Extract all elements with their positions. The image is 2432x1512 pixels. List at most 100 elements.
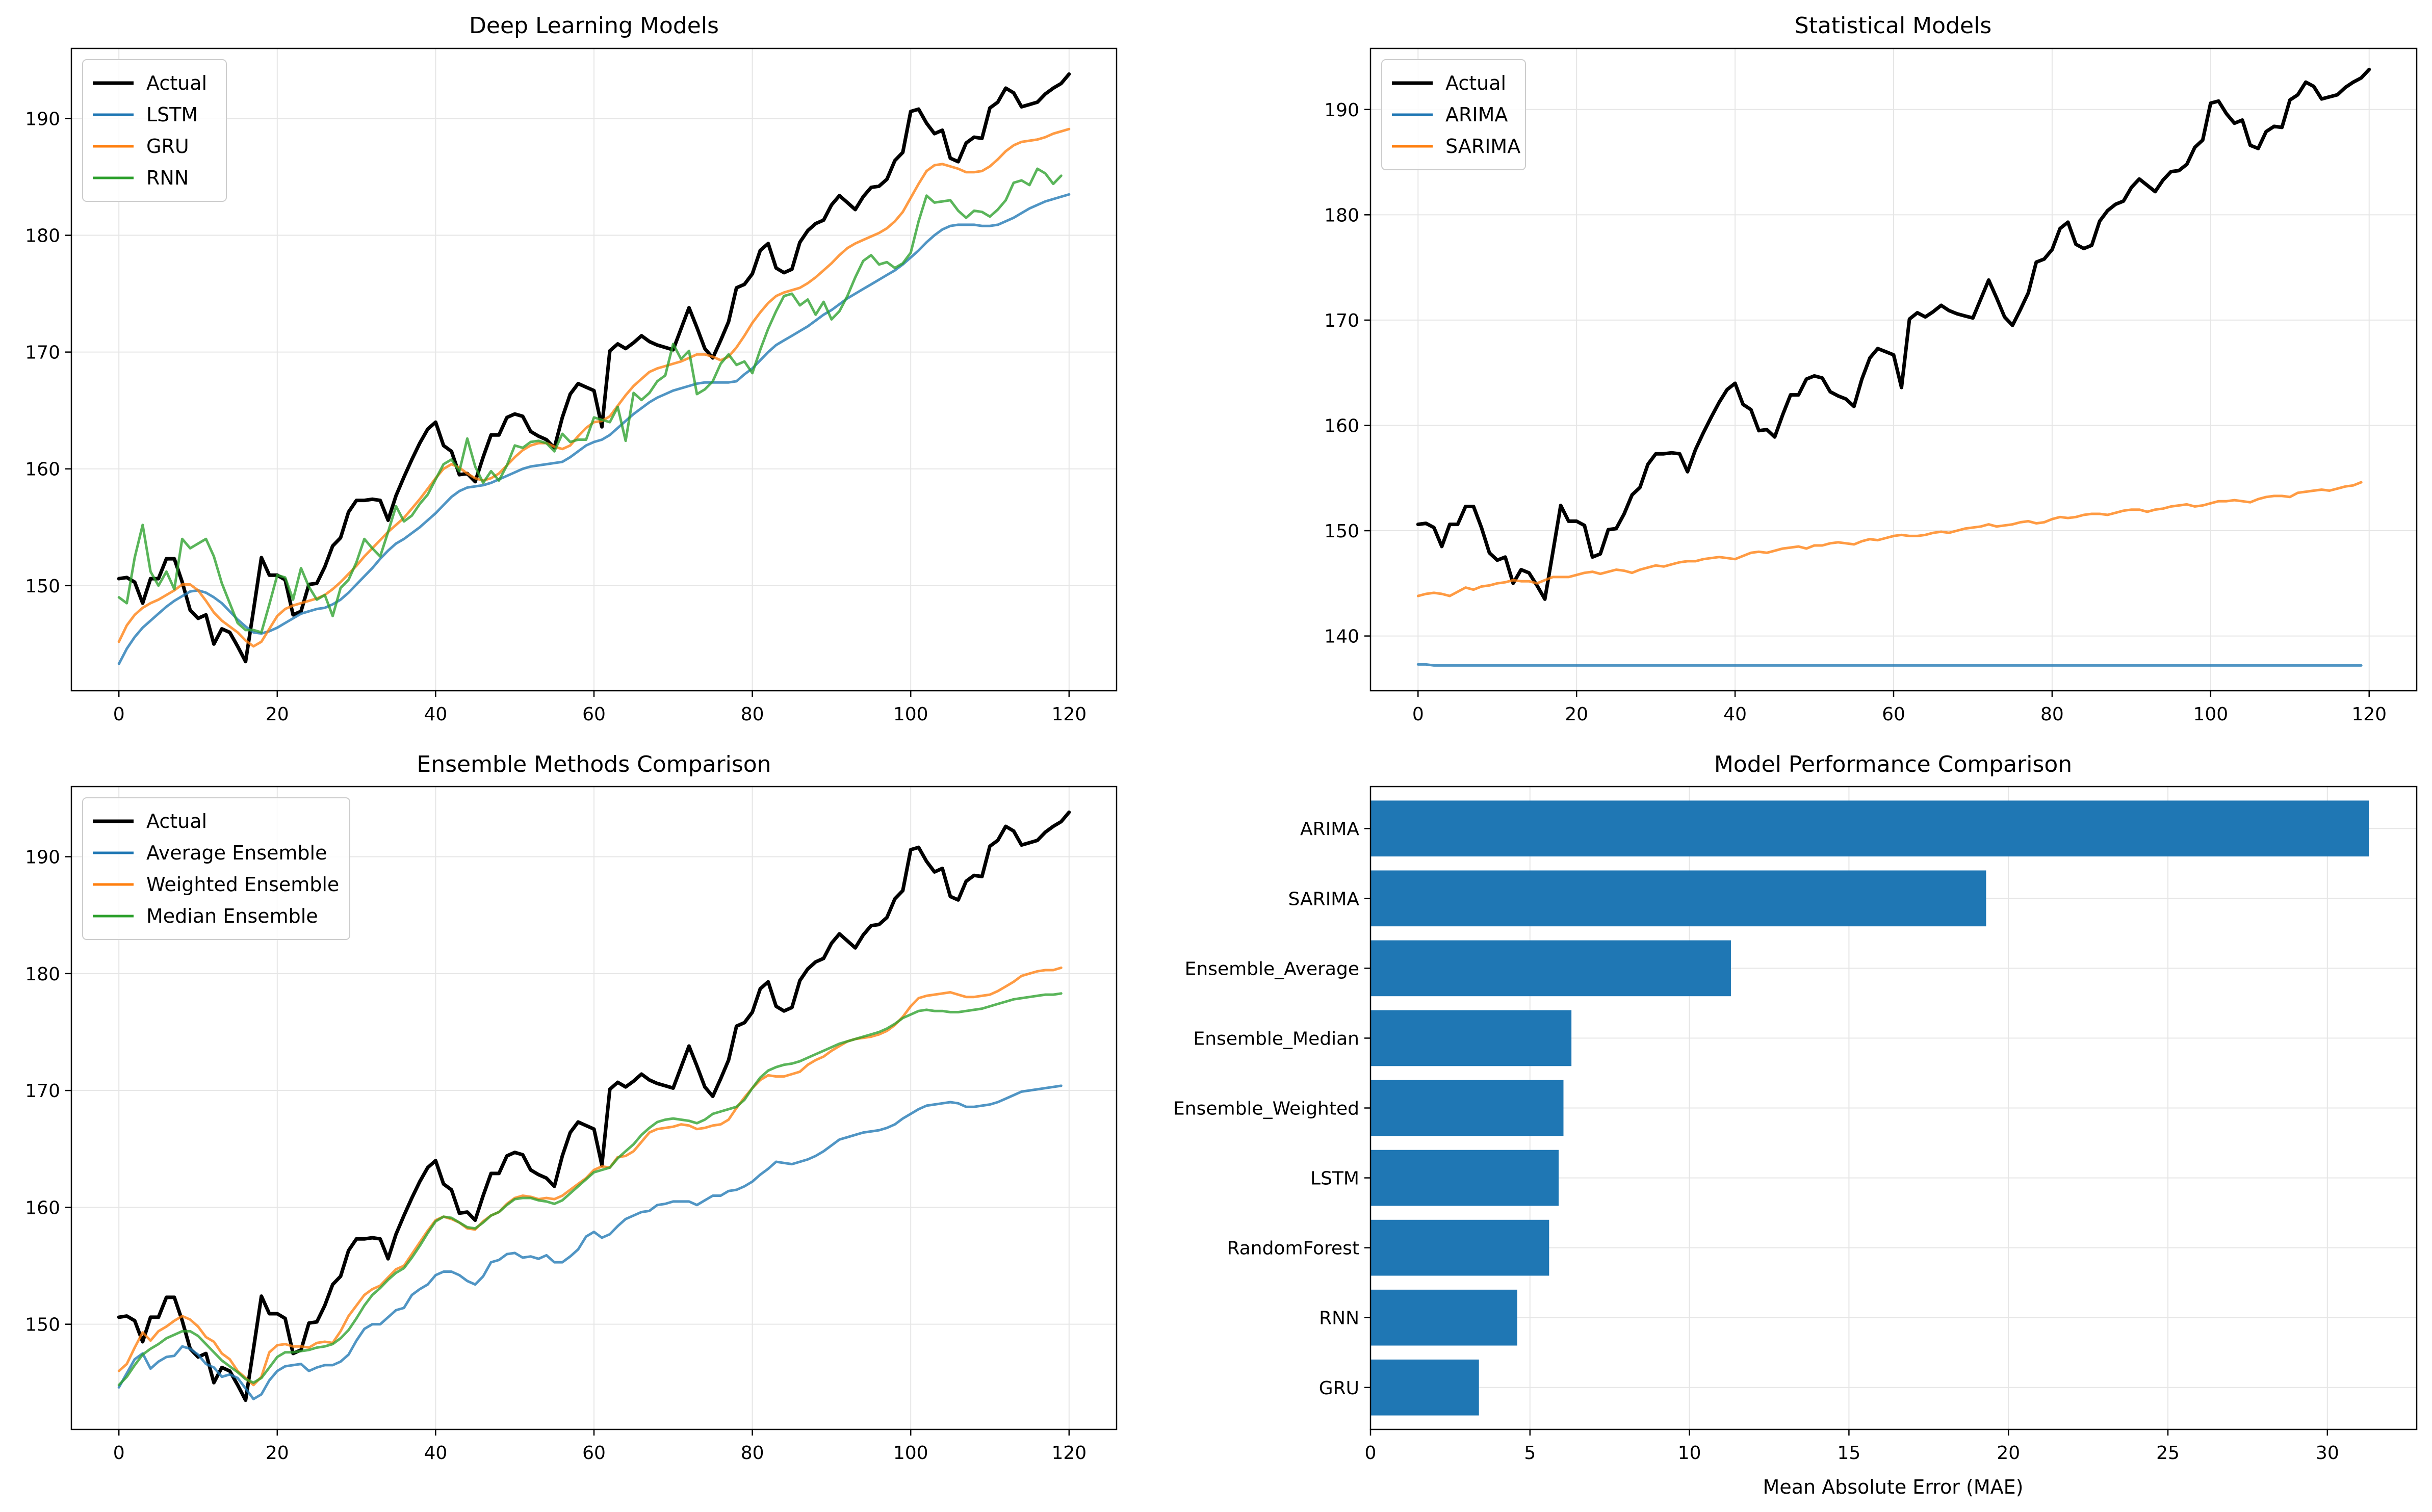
legend-label: Actual bbox=[146, 810, 207, 832]
x-tick-label: 60 bbox=[582, 704, 606, 725]
x-tick-label: 120 bbox=[2351, 704, 2387, 725]
category-label: RandomForest bbox=[1227, 1238, 1359, 1259]
legend-label: Actual bbox=[146, 72, 207, 94]
x-tick-label: 0 bbox=[1412, 704, 1424, 725]
x-tick-label: 20 bbox=[1997, 1443, 2020, 1464]
y-tick-label: 160 bbox=[1324, 415, 1359, 436]
x-tick-label: 80 bbox=[2040, 704, 2064, 725]
legend-label: Actual bbox=[1445, 72, 1506, 94]
x-tick-label: 40 bbox=[424, 1443, 447, 1464]
deep-learning-plot-area: 0 20 40 60 80 100 120 150 160 170 180 190 Actual LSTM… bbox=[25, 47, 1118, 725]
y-tick-label: 170 bbox=[25, 1081, 60, 1102]
ensemble-title: Ensemble Methods Comparison bbox=[417, 751, 771, 777]
bar-arima bbox=[1370, 800, 2369, 857]
performance-plot-area: ARIMA SARIMA Ensemble_Average Ensemble_Medi… bbox=[1173, 786, 2418, 1464]
category-label: ARIMA bbox=[1300, 819, 1359, 840]
x-tick-label: 25 bbox=[2156, 1443, 2180, 1464]
series-line-actual bbox=[1416, 67, 2371, 601]
y-tick-label: 180 bbox=[25, 226, 60, 247]
x-tick-label: 120 bbox=[1051, 704, 1086, 725]
legend-box bbox=[82, 797, 350, 940]
y-tick-label: 170 bbox=[25, 343, 60, 363]
x-tick-label: 40 bbox=[424, 704, 447, 725]
legend-label: Weighted Ensemble bbox=[146, 873, 339, 896]
x-tick-label: 120 bbox=[1051, 1443, 1086, 1464]
x-tick-label: 80 bbox=[741, 704, 764, 725]
series-line-gru bbox=[117, 127, 1071, 648]
category-label: RNN bbox=[1319, 1308, 1359, 1329]
x-tick-label: 60 bbox=[582, 1443, 606, 1464]
deep-learning-title: Deep Learning Models bbox=[469, 13, 719, 39]
y-tick-label: 190 bbox=[1324, 100, 1359, 121]
deep-learning-panel: Deep Learning Models 0 20 40 60 80 100 120 150 1… bbox=[25, 13, 1118, 725]
bar-sarima bbox=[1370, 870, 1986, 927]
y-tick-label: 190 bbox=[25, 109, 60, 129]
y-tick-label: 190 bbox=[25, 847, 60, 868]
x-tick-label: 40 bbox=[1723, 704, 1747, 725]
series-line-rnn bbox=[117, 167, 1063, 634]
category-label: GRU bbox=[1319, 1378, 1359, 1399]
bar-ensemble-weighted bbox=[1370, 1080, 1564, 1136]
x-tick-label: 20 bbox=[266, 704, 289, 725]
category-label: Ensemble_Median bbox=[1194, 1028, 1359, 1049]
y-tick-label: 140 bbox=[1324, 627, 1359, 647]
x-tick-label: 80 bbox=[741, 1443, 764, 1464]
category-label: Ensemble_Average bbox=[1185, 958, 1359, 979]
series-line-average-ensemble bbox=[117, 1084, 1063, 1400]
ensemble-plot-area: 0 20 40 60 80 100 120 150 160 170 180 190 Actual Aver… bbox=[25, 786, 1118, 1464]
performance-title: Model Performance Comparison bbox=[1714, 751, 2072, 777]
y-tick-label: 150 bbox=[1324, 521, 1359, 542]
statistical-plot-area: 0 20 40 60 80 100 120 140 150 160 170 180 190 Actual A… bbox=[1324, 47, 2418, 725]
legend-label: SARIMA bbox=[1445, 135, 1520, 158]
series-line-sarima bbox=[1416, 481, 2363, 597]
x-tick-label: 20 bbox=[1565, 704, 1588, 725]
statistical-panel: Statistical Models 0 20 40 60 80 100 120 140 150… bbox=[1324, 13, 2418, 725]
x-tick-label: 0 bbox=[113, 704, 125, 725]
y-tick-label: 160 bbox=[25, 459, 60, 480]
x-tick-label: 100 bbox=[893, 704, 928, 725]
y-tick-label: 180 bbox=[25, 964, 60, 985]
series-line-actual bbox=[117, 810, 1071, 1402]
series-line-arima bbox=[1416, 663, 2363, 667]
x-tick-label: 60 bbox=[1882, 704, 1905, 725]
x-tick-label: 15 bbox=[1838, 1443, 1861, 1464]
bar-gru bbox=[1370, 1359, 1479, 1416]
performance-panel: Model Performance Comparison ARIMA SARIMA… bbox=[1173, 751, 2418, 1498]
legend-label: ARIMA bbox=[1445, 103, 1508, 126]
x-tick-label: 0 bbox=[113, 1443, 125, 1464]
x-tick-label: 20 bbox=[266, 1443, 289, 1464]
legend-label: LSTM bbox=[146, 103, 198, 126]
series-line-lstm bbox=[117, 193, 1071, 665]
y-tick-label: 160 bbox=[25, 1197, 60, 1218]
bar-lstm bbox=[1370, 1150, 1559, 1206]
series-line-weighted-ensemble bbox=[117, 966, 1063, 1387]
y-tick-label: 170 bbox=[1324, 310, 1359, 331]
legend-box bbox=[82, 59, 227, 202]
legend-label: Median Ensemble bbox=[146, 905, 318, 927]
legend-label: Average Ensemble bbox=[146, 842, 327, 864]
legend-label: RNN bbox=[146, 167, 189, 189]
bar-rnn bbox=[1370, 1289, 1517, 1346]
y-tick-label: 150 bbox=[25, 576, 60, 597]
bar-ensemble-average bbox=[1370, 940, 1731, 997]
y-tick-label: 150 bbox=[25, 1315, 60, 1336]
axes-frame bbox=[1369, 786, 2418, 1430]
bar-ensemble-median bbox=[1370, 1010, 1572, 1066]
legend-box bbox=[1381, 59, 1526, 170]
bar-randomforest bbox=[1370, 1219, 1549, 1276]
x-tick-label: 0 bbox=[1365, 1443, 1377, 1464]
x-tick-label: 5 bbox=[1524, 1443, 1536, 1464]
performance-xlabel: Mean Absolute Error (MAE) bbox=[1763, 1476, 2024, 1498]
ensemble-panel: Ensemble Methods Comparison 0 20 40 60 80 100… bbox=[25, 751, 1118, 1464]
series-line-median-ensemble bbox=[117, 992, 1063, 1387]
category-label: SARIMA bbox=[1288, 889, 1360, 909]
legend-label: GRU bbox=[146, 135, 189, 158]
x-tick-label: 100 bbox=[893, 1443, 928, 1464]
y-tick-label: 180 bbox=[1324, 205, 1359, 226]
x-tick-label: 30 bbox=[2316, 1443, 2339, 1464]
x-tick-label: 10 bbox=[1678, 1443, 1701, 1464]
category-label: LSTM bbox=[1310, 1168, 1359, 1189]
statistical-title: Statistical Models bbox=[1795, 13, 1991, 39]
